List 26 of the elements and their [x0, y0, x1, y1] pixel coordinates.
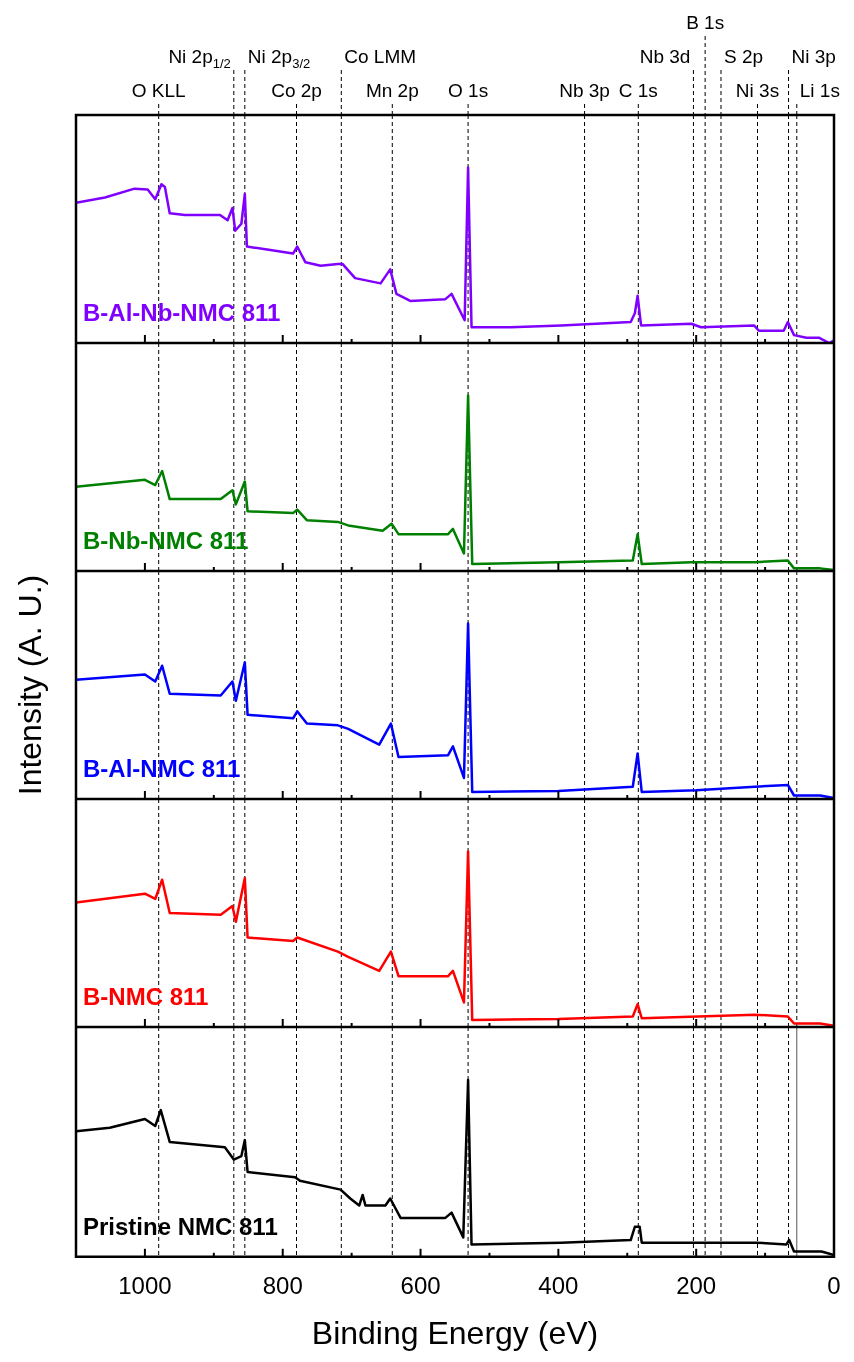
x-axis-title: Binding Energy (eV) [311, 1314, 599, 1351]
ref-line-label: Li 1s [799, 80, 840, 102]
ref-line-label: C 1s [618, 80, 658, 102]
ref-line-label: B 1s [686, 12, 725, 34]
x-tick-label: 400 [538, 1271, 579, 1299]
ref-line-label: O KLL [131, 80, 186, 102]
ref-line-label: Co LMM [344, 46, 417, 68]
series-label: B-Al-NMC 811 [83, 755, 241, 782]
ref-line-label: Ni 3s [735, 80, 780, 102]
x-tick-label: 800 [262, 1271, 303, 1299]
ref-line-label: Co 2p [271, 80, 322, 102]
ref-line-label: Mn 2p [365, 80, 419, 102]
series-label: Pristine NMC 811 [83, 1212, 278, 1240]
text: B-NMC 811 [83, 983, 209, 1010]
x-tick-label: 200 [676, 1271, 717, 1299]
y-axis-title: Intensity (A. U.) [11, 574, 48, 796]
ref-line-label: S 2p [723, 46, 764, 68]
ref-line-label: O 1s [448, 80, 489, 102]
series-label: B-Nb-NMC 811 [83, 527, 249, 554]
x-tick-label: 600 [400, 1271, 441, 1299]
series-label: B-Al-Nb-NMC 811 [83, 299, 281, 326]
ref-line-label: Nb 3p [559, 80, 610, 102]
x-tick-label: 1000 [118, 1271, 172, 1299]
ref-line-label: Nb 3d [639, 46, 691, 68]
ref-line-label: Ni 3p [791, 46, 836, 68]
x-tick-label: 0 [827, 1271, 841, 1299]
